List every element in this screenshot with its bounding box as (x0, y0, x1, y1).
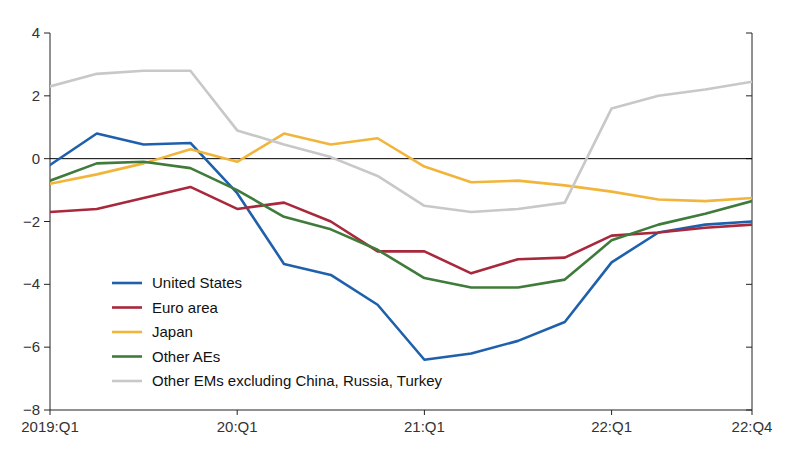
legend-swatch (112, 282, 142, 285)
y-tick (44, 221, 50, 222)
y-tick (44, 158, 50, 159)
y-tick (44, 410, 50, 411)
plot-area (50, 71, 752, 360)
y-tick-label: −8 (23, 401, 40, 418)
legend-label: Euro area (152, 299, 219, 316)
legend-label: United States (152, 274, 242, 291)
x-tick-label: 20:Q1 (217, 418, 258, 435)
x-tick-label: 22:Q1 (591, 418, 632, 435)
legend-label: Other EMs excluding China, Russia, Turke… (152, 372, 443, 389)
y-tick-label: 4 (32, 24, 40, 41)
x-tick-label: 21:Q1 (404, 418, 445, 435)
x-tick (752, 410, 753, 415)
y-tick-right (746, 347, 752, 348)
x-tick (424, 410, 425, 415)
y-tick-right (746, 33, 752, 34)
x-tick (237, 410, 238, 415)
legend-swatch (112, 355, 142, 358)
y-tick-label: −4 (23, 275, 40, 292)
x-axis-line (50, 410, 752, 411)
legend-label: Other AEs (152, 348, 220, 365)
legend-swatch (112, 331, 142, 334)
y-tick (44, 284, 50, 285)
x-tick (50, 410, 51, 415)
series-line (50, 162, 752, 288)
legend-label: Japan (152, 323, 193, 340)
y-tick (44, 95, 50, 96)
x-tick-label: 22:Q4 (732, 418, 773, 435)
series-line (50, 134, 752, 360)
x-tick-label: 2019:Q1 (21, 418, 79, 435)
y-tick-right (746, 410, 752, 411)
y-tick-right (746, 95, 752, 96)
series-line (50, 71, 752, 212)
y-tick (44, 347, 50, 348)
y-tick-right (746, 284, 752, 285)
chart: −8 −6 −4 −2 0 2 4 2019:Q1 20:Q1 21:Q1 22:Q1 22:Q4 Un… (0, 0, 800, 450)
y-tick-label: −2 (23, 213, 40, 230)
y-tick-label: 2 (32, 87, 40, 104)
series-line (50, 187, 752, 273)
y-tick (44, 33, 50, 34)
y-tick-label: 0 (32, 150, 40, 167)
x-tick (611, 410, 612, 415)
y-tick-label: −6 (23, 338, 40, 355)
legend-swatch (112, 306, 142, 309)
legend-swatch (112, 380, 142, 383)
